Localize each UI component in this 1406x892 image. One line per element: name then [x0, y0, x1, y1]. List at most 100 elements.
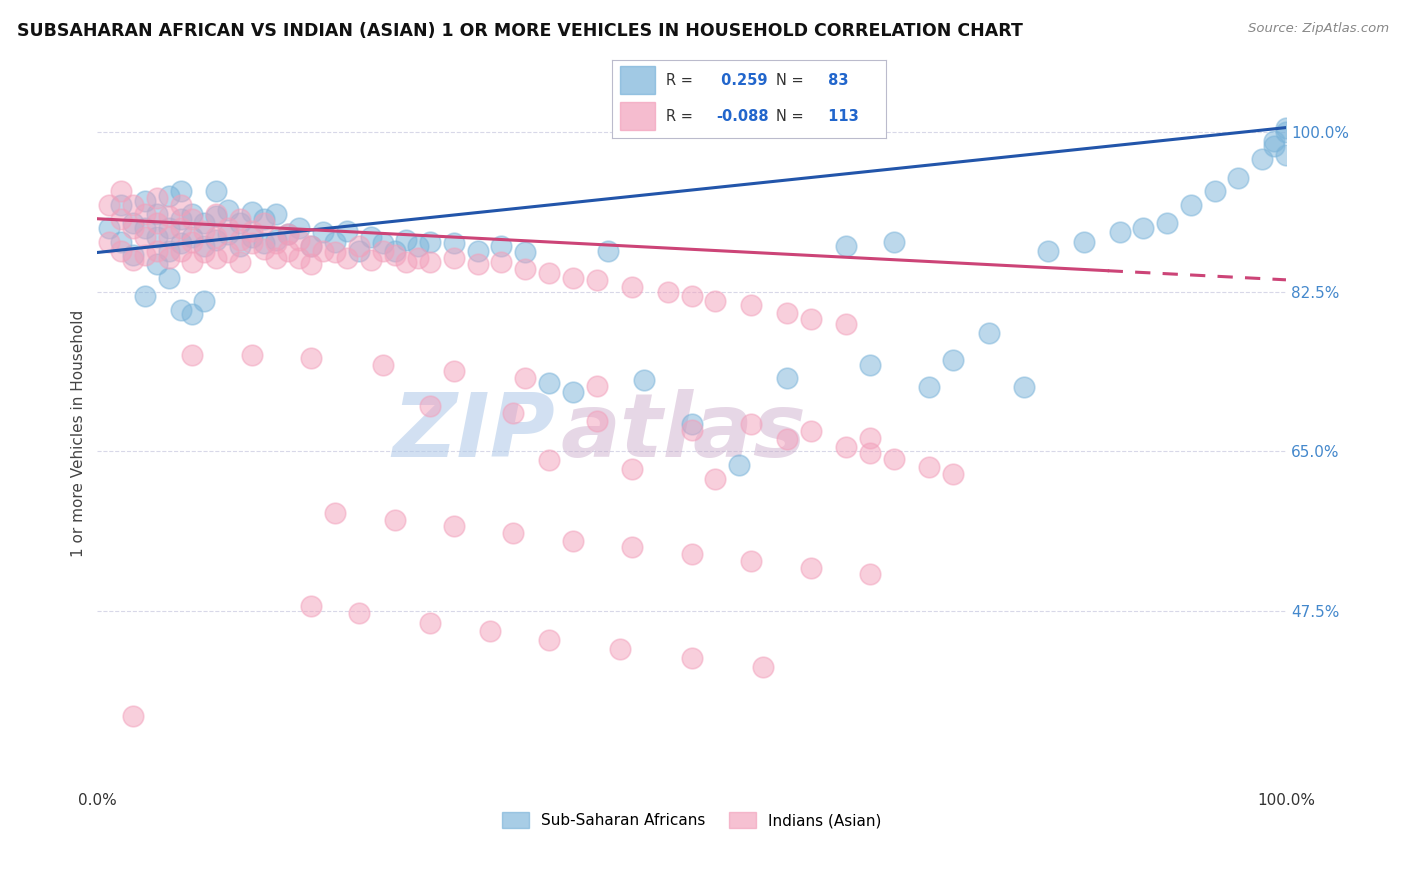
Point: [657, 285, 679, 299]
Point: [193, 245, 215, 260]
Point: [181, 349, 204, 363]
Point: [384, 248, 406, 262]
Point: [419, 235, 441, 249]
Point: [502, 406, 524, 420]
Point: [205, 251, 228, 265]
Point: [752, 660, 775, 674]
Point: [98, 198, 121, 212]
Point: [122, 216, 145, 230]
Point: [621, 280, 644, 294]
Point: [253, 216, 276, 230]
Point: [157, 220, 180, 235]
Text: ZIP: ZIP: [392, 390, 555, 476]
Point: [336, 224, 359, 238]
Point: [776, 371, 799, 385]
Point: [122, 220, 145, 235]
Point: [561, 271, 583, 285]
Point: [217, 220, 239, 235]
Point: [253, 236, 276, 251]
Point: [110, 235, 132, 249]
Point: [681, 651, 703, 665]
Point: [1156, 216, 1178, 230]
Point: [859, 567, 882, 582]
Point: [515, 261, 537, 276]
Point: [1180, 198, 1202, 212]
Point: [585, 273, 607, 287]
Point: [193, 293, 215, 308]
Point: [205, 230, 228, 244]
Point: [704, 472, 727, 486]
Point: [633, 373, 655, 387]
Point: [299, 599, 322, 614]
Point: [299, 239, 322, 253]
Point: [419, 615, 441, 630]
Point: [181, 308, 204, 322]
Point: [621, 540, 644, 554]
Point: [181, 235, 204, 249]
Point: [1263, 138, 1285, 153]
Point: [181, 254, 204, 268]
Point: [371, 236, 394, 251]
Point: [598, 244, 620, 258]
Point: [98, 220, 121, 235]
Point: [835, 317, 858, 331]
Point: [1132, 220, 1154, 235]
Point: [240, 205, 263, 219]
Point: [229, 254, 252, 268]
Point: [443, 364, 465, 378]
Text: R =: R =: [666, 109, 693, 124]
Point: [205, 233, 228, 247]
Point: [169, 220, 191, 235]
Point: [146, 257, 169, 271]
Point: [502, 526, 524, 541]
Point: [229, 216, 252, 230]
Point: [299, 257, 322, 271]
Point: [217, 202, 239, 217]
Point: [98, 235, 121, 249]
Point: [122, 198, 145, 212]
Point: [299, 239, 322, 253]
Point: [157, 244, 180, 258]
Point: [561, 384, 583, 399]
Point: [277, 227, 299, 242]
Point: [146, 244, 169, 258]
Point: [157, 271, 180, 285]
Point: [395, 254, 418, 268]
Point: [323, 235, 346, 249]
Point: [1038, 244, 1060, 258]
Point: [110, 244, 132, 258]
Point: [799, 561, 821, 575]
Point: [312, 244, 335, 258]
Point: [491, 254, 513, 268]
Point: [110, 211, 132, 226]
Point: [122, 252, 145, 267]
Point: [395, 233, 418, 247]
Point: [193, 216, 215, 230]
Point: [253, 242, 276, 256]
Point: [1275, 148, 1298, 162]
Point: [384, 512, 406, 526]
Point: [1275, 120, 1298, 135]
Point: [134, 194, 156, 208]
Text: 113: 113: [823, 109, 859, 124]
Point: [681, 289, 703, 303]
Point: [883, 452, 905, 467]
Text: -0.088: -0.088: [716, 109, 769, 124]
Point: [609, 642, 631, 657]
Point: [561, 533, 583, 548]
Point: [134, 289, 156, 303]
Point: [205, 185, 228, 199]
Point: [918, 459, 941, 474]
Point: [942, 353, 965, 368]
Point: [277, 227, 299, 242]
Point: [443, 251, 465, 265]
Point: [776, 305, 799, 319]
Point: [157, 230, 180, 244]
Point: [134, 230, 156, 244]
Text: SUBSAHARAN AFRICAN VS INDIAN (ASIAN) 1 OR MORE VEHICLES IN HOUSEHOLD CORRELATION: SUBSAHARAN AFRICAN VS INDIAN (ASIAN) 1 O…: [17, 22, 1022, 40]
Point: [264, 251, 287, 265]
Point: [859, 431, 882, 445]
Point: [1014, 380, 1036, 394]
Point: [299, 351, 322, 366]
Point: [515, 371, 537, 385]
